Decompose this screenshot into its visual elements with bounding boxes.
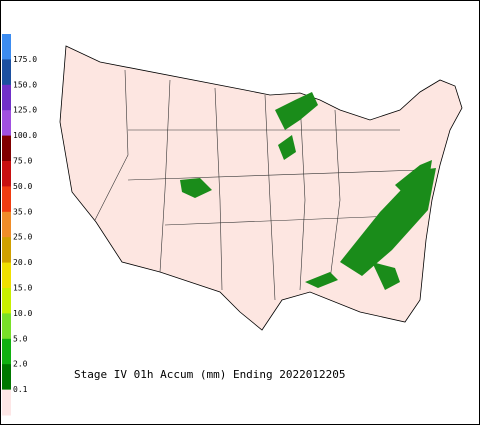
legend-label: 150.0 bbox=[13, 80, 37, 89]
legend-swatch bbox=[2, 262, 11, 289]
legend-label: 2.0 bbox=[13, 360, 28, 369]
legend-label: 50.0 bbox=[13, 182, 32, 191]
legend-label: 175.0 bbox=[13, 55, 37, 64]
legend-swatch bbox=[2, 313, 11, 340]
legend-swatch bbox=[2, 186, 11, 213]
legend-swatch bbox=[2, 338, 11, 365]
precip-areas bbox=[180, 92, 436, 290]
legend-label: 20.0 bbox=[13, 258, 32, 267]
legend-swatch bbox=[2, 237, 11, 264]
legend-swatch bbox=[2, 84, 11, 111]
legend-swatch bbox=[2, 34, 11, 60]
legend-label: 100.0 bbox=[13, 131, 37, 140]
state-lines bbox=[94, 69, 421, 301]
map-title: Stage IV 01h Accum (mm) Ending 202201220… bbox=[74, 368, 346, 381]
legend-swatch bbox=[2, 364, 11, 391]
legend-label: 35.0 bbox=[13, 207, 32, 216]
legend-label: 5.0 bbox=[13, 334, 28, 343]
legend-swatch bbox=[2, 110, 11, 137]
legend-label: 0.1 bbox=[13, 385, 28, 394]
legend-label: 125.0 bbox=[13, 106, 37, 115]
legend-label: 25.0 bbox=[13, 233, 32, 242]
legend-swatch bbox=[2, 288, 11, 314]
conus-map bbox=[59, 45, 463, 331]
legend-label: 10.0 bbox=[13, 309, 32, 318]
legend-label: 75.0 bbox=[13, 157, 32, 166]
legend-swatch bbox=[2, 135, 11, 162]
legend-swatch bbox=[2, 59, 11, 86]
legend-label: 15.0 bbox=[13, 284, 32, 293]
legend-swatch bbox=[2, 161, 11, 187]
legend-swatch bbox=[2, 389, 11, 416]
legend-swatch bbox=[2, 211, 11, 238]
legend: 175.0 150.0 125.0 100.0 75.0 50.0 35.0 25.0 20.0… bbox=[2, 34, 37, 416]
